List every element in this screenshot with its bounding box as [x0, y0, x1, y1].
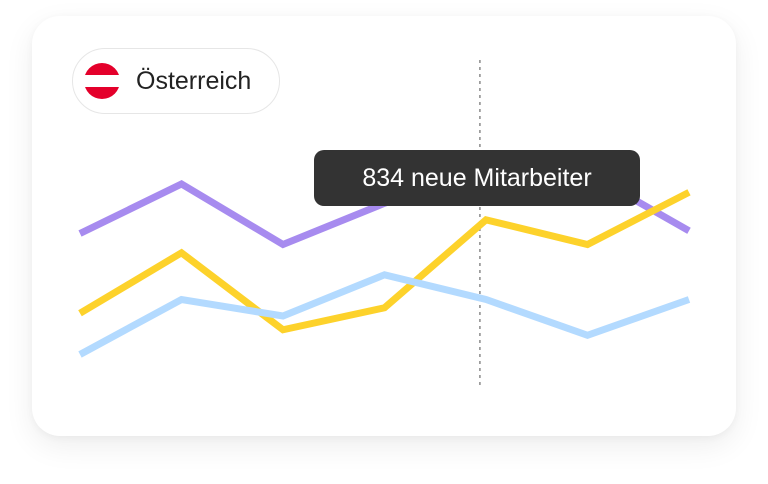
flag-stripe-top: [84, 63, 120, 75]
series-line-3[interactable]: [78, 271, 691, 358]
series-line-2[interactable]: [78, 189, 691, 334]
austria-flag-icon: [84, 63, 120, 99]
country-filter-pill[interactable]: Österreich: [72, 48, 280, 114]
flag-stripe-middle: [84, 75, 120, 87]
data-tooltip: 834 neue Mitarbeiter: [314, 150, 640, 206]
country-label: Österreich: [136, 66, 252, 95]
tooltip-text: 834 neue Mitarbeiter: [362, 163, 592, 192]
flag-stripe-bottom: [84, 87, 120, 99]
